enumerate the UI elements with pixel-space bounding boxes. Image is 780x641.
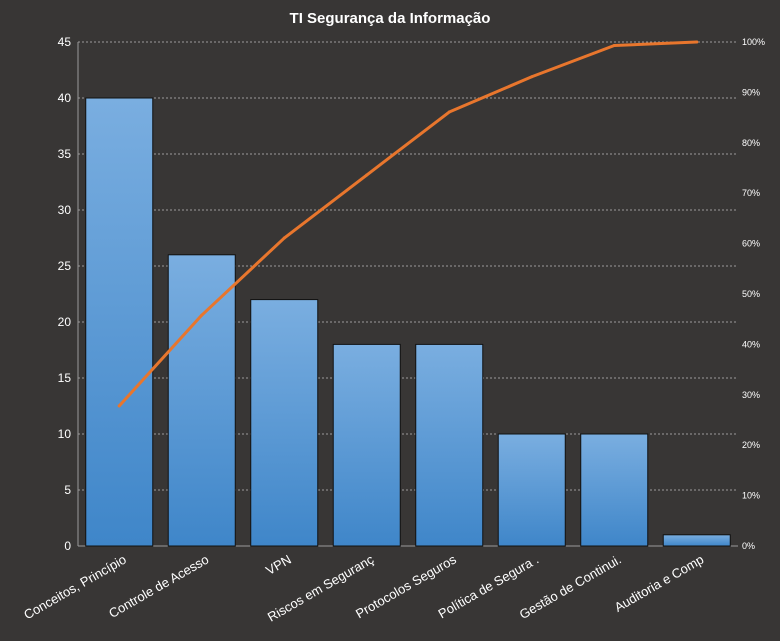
line-point — [695, 40, 699, 44]
y2-tick-label: 20% — [742, 440, 760, 450]
y-tick-label: 45 — [58, 35, 72, 49]
line-point — [282, 236, 286, 240]
line-point — [365, 173, 369, 177]
x-tick-label: VPN — [263, 552, 294, 578]
y2-tick-label: 10% — [742, 491, 760, 501]
y2-tick-label: 40% — [742, 339, 760, 349]
y2-tick-label: 90% — [742, 87, 760, 97]
y-tick-label: 30 — [58, 203, 72, 217]
y2-tick-label: 50% — [742, 289, 760, 299]
chart-title: TI Segurança da Informação — [290, 10, 491, 27]
bar-series — [85, 97, 731, 547]
y-tick-label: 35 — [58, 147, 72, 161]
cumulative-line-series — [117, 40, 699, 408]
cumulative-line — [117, 40, 699, 408]
line-point — [530, 75, 534, 79]
y-tick-label: 25 — [58, 259, 72, 273]
bar — [85, 97, 154, 547]
bar — [167, 254, 236, 547]
y2-tick-label: 80% — [742, 138, 760, 148]
line-point — [200, 313, 204, 317]
right-y-axis: 0% 10% 20% 30% 40% 50% 60% 70% 80% 90% 100% — [742, 37, 765, 551]
y2-tick-label: 30% — [742, 390, 760, 400]
y-tick-label: 40 — [58, 91, 72, 105]
y-tick-label: 20 — [58, 315, 72, 329]
y-tick-label: 5 — [64, 483, 71, 497]
left-y-axis: 0 5 10 15 20 25 30 35 40 45 — [58, 35, 72, 553]
bar — [332, 343, 401, 547]
y2-tick-label: 70% — [742, 188, 760, 198]
bar — [415, 343, 484, 547]
bar — [250, 299, 319, 547]
line-point — [447, 110, 451, 114]
y-tick-label: 10 — [58, 427, 72, 441]
line-point — [117, 404, 121, 408]
y-tick-label: 15 — [58, 371, 72, 385]
y2-tick-label: 0% — [742, 541, 755, 551]
y2-tick-label: 60% — [742, 239, 760, 249]
y2-tick-label: 100% — [742, 37, 765, 47]
y-tick-label: 0 — [64, 539, 71, 553]
bar — [662, 534, 731, 547]
line-point — [612, 44, 616, 48]
bar — [497, 433, 566, 547]
x-tick-label: Auditoria e Comp — [612, 552, 706, 615]
bar — [580, 433, 649, 547]
